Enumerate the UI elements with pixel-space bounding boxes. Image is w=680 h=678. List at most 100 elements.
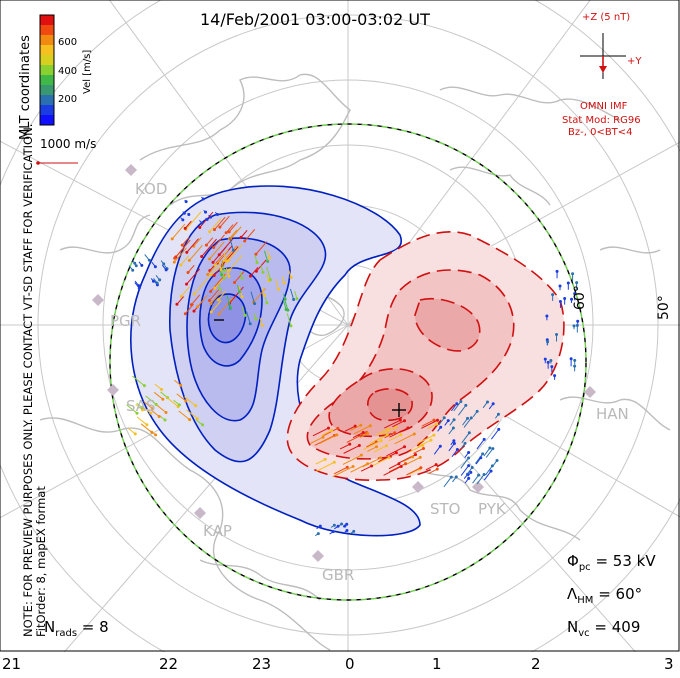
lat-label-60: 60° bbox=[572, 285, 588, 310]
velocity-vector-origin bbox=[332, 523, 336, 527]
velocity-vector bbox=[282, 300, 287, 310]
velocity-vector bbox=[286, 313, 292, 326]
velocity-vector-origin bbox=[220, 273, 224, 277]
velocity-vector bbox=[240, 229, 248, 238]
velocity-vector-origin bbox=[467, 450, 471, 454]
velocity-vector-origin bbox=[375, 445, 379, 449]
velocity-vector bbox=[229, 254, 243, 271]
map-title: 14/Feb/2001 03:00-03:02 UT bbox=[200, 10, 430, 29]
velocity-vector-origin bbox=[418, 455, 422, 459]
velocity-vector bbox=[485, 448, 494, 458]
velocity-vector-origin bbox=[336, 524, 340, 528]
stat-model: Stat Mod: RG96 bbox=[562, 115, 641, 126]
velocity-vector bbox=[350, 463, 368, 473]
velocity-vector-origin bbox=[133, 261, 137, 265]
velocity-vector-origin bbox=[218, 287, 222, 291]
note-line-2: FitOrder: 8, mapEX format bbox=[34, 486, 48, 637]
velocity-vector bbox=[394, 433, 415, 445]
velocity-vector bbox=[384, 419, 401, 429]
velocity-vector-origin bbox=[135, 411, 139, 415]
velocity-vector-origin bbox=[157, 415, 161, 419]
velocity-vector-origin bbox=[145, 423, 149, 427]
velocity-vector bbox=[209, 288, 221, 301]
velocity-vector-origin bbox=[491, 447, 495, 451]
velocity-vector bbox=[315, 461, 335, 472]
velocity-vector bbox=[371, 457, 390, 467]
velocity-vector bbox=[165, 396, 179, 407]
velocity-vector-origin bbox=[260, 323, 264, 327]
velocity-vector-origin bbox=[488, 446, 492, 450]
velocity-vector bbox=[244, 229, 256, 242]
velocity-vector-origin bbox=[359, 423, 363, 427]
velocity-vector-origin bbox=[192, 309, 196, 313]
velocity-vector-origin bbox=[204, 210, 208, 214]
colorbar-segment bbox=[40, 85, 54, 96]
mlt-tick-23: 23 bbox=[252, 655, 272, 673]
velocity-vector bbox=[406, 467, 422, 476]
velocity-vector-origin bbox=[455, 402, 459, 406]
velocity-vector-origin bbox=[183, 312, 187, 316]
velocity-vector-origin bbox=[435, 467, 439, 471]
velocity-vector-origin bbox=[208, 257, 212, 261]
velocity-vector-origin bbox=[464, 403, 468, 407]
velocity-vector bbox=[362, 457, 381, 468]
velocity-vector-origin bbox=[318, 524, 322, 528]
velocity-vector bbox=[460, 465, 470, 476]
radar-count: Nrads = 8 bbox=[44, 618, 109, 639]
velocity-vector-origin bbox=[282, 281, 286, 285]
velocity-vector-origin bbox=[231, 248, 235, 252]
velocity-vector bbox=[275, 279, 280, 290]
mlt-tick-0: 0 bbox=[345, 655, 355, 673]
velocity-vector-origin bbox=[386, 427, 390, 431]
velocity-vector-origin bbox=[160, 388, 164, 392]
velocity-vector bbox=[460, 457, 469, 469]
velocity-vector-origin bbox=[163, 418, 167, 422]
velocity-vector-origin bbox=[345, 465, 349, 469]
velocity-vector bbox=[352, 432, 364, 439]
velocity-vector-origin bbox=[316, 532, 320, 536]
velocity-vector-origin bbox=[481, 452, 485, 456]
velocity-vector bbox=[209, 218, 222, 233]
velocity-vector-origin bbox=[295, 297, 299, 301]
velocity-vector bbox=[241, 306, 246, 316]
velocity-vector-origin bbox=[549, 359, 553, 363]
velocity-vector-origin bbox=[142, 384, 146, 388]
velocity-vector bbox=[193, 237, 202, 247]
velocity-vector bbox=[186, 268, 201, 285]
velocity-vector bbox=[176, 296, 184, 305]
velocity-vector-origin bbox=[277, 287, 281, 291]
velocity-vector bbox=[428, 468, 438, 475]
velocity-vector bbox=[246, 311, 251, 324]
velocity-vector bbox=[373, 445, 387, 453]
velocity-vector bbox=[312, 427, 329, 437]
velocity-vector-origin bbox=[162, 262, 166, 266]
velocity-vector bbox=[181, 236, 190, 246]
velocity-vector bbox=[342, 454, 362, 465]
velocity-vector-origin bbox=[194, 404, 198, 408]
station-marker bbox=[584, 386, 596, 398]
mlt-tick-1: 1 bbox=[432, 655, 442, 673]
velocity-vector-origin bbox=[237, 290, 241, 294]
velocity-vector bbox=[225, 224, 234, 234]
station-marker bbox=[107, 384, 119, 396]
velocity-vector bbox=[228, 221, 238, 233]
velocity-vector-origin bbox=[442, 416, 446, 420]
velocity-vector bbox=[344, 425, 356, 432]
velocity-vector bbox=[213, 234, 225, 248]
potential-extrema bbox=[214, 319, 406, 417]
velocity-vector bbox=[228, 244, 243, 261]
velocity-vector bbox=[380, 426, 397, 436]
velocity-vector-origin bbox=[495, 458, 499, 462]
velocity-vector bbox=[315, 458, 326, 465]
velocity-vector bbox=[214, 216, 226, 231]
imf-source: OMNI IMF bbox=[580, 101, 628, 112]
colorbar-segment bbox=[40, 55, 54, 66]
velocity-vector-origin bbox=[406, 426, 410, 430]
velocity-vector-origin bbox=[239, 235, 243, 239]
velocity-vector-origin bbox=[204, 243, 208, 247]
velocity-vector-origin bbox=[469, 416, 473, 420]
velocity-vector-origin bbox=[153, 265, 157, 269]
velocity-vector bbox=[472, 474, 480, 484]
velocity-vector bbox=[255, 241, 268, 255]
mlt-tick-3: 3 bbox=[664, 655, 674, 673]
